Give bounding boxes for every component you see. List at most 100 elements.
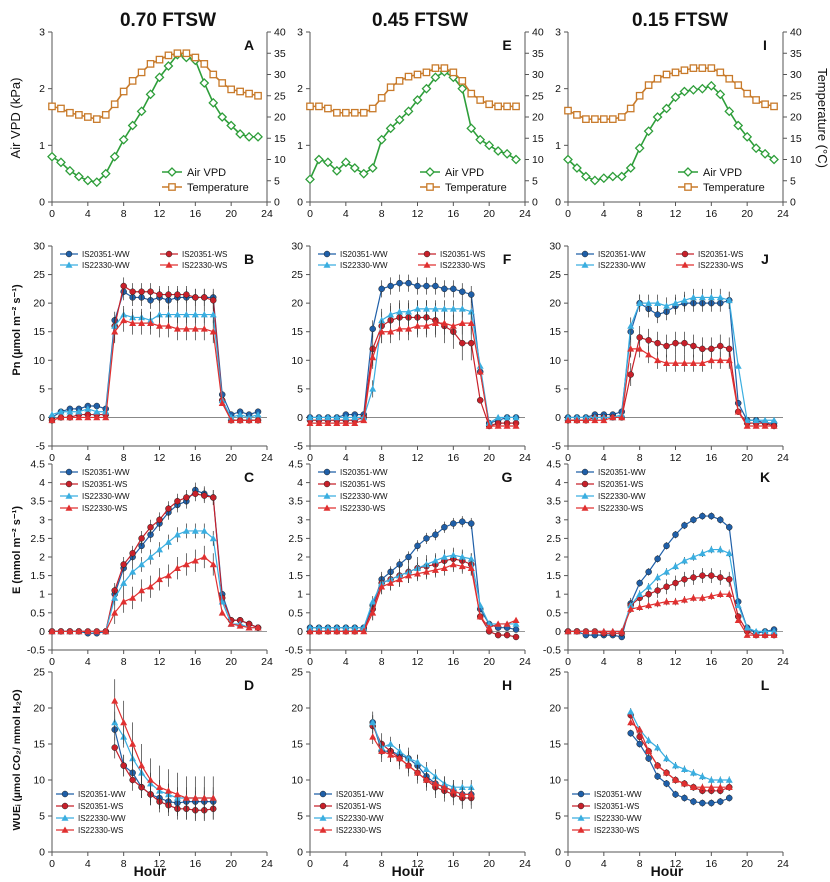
point-is22330-ww — [770, 416, 778, 424]
column-title-2: 0.45 FTSW — [372, 10, 468, 31]
point-is22330-ww — [369, 385, 377, 392]
legend-marker — [319, 826, 327, 833]
point-is20351-ww — [441, 523, 448, 531]
point-is20351-ws — [690, 574, 697, 581]
point-is22330-ws — [218, 399, 226, 406]
point-temperature — [599, 115, 608, 123]
point-is20351-ws — [210, 494, 217, 501]
point-is20351-ws — [645, 590, 652, 598]
y-tick-label: -5 — [552, 441, 561, 453]
point-is22330-ws — [378, 747, 386, 754]
legend-marker — [61, 814, 69, 821]
point-is20351-ws — [165, 291, 172, 298]
point-is22330-ws — [209, 794, 217, 801]
point-temperature — [725, 74, 734, 83]
y-tick-label: 15 — [291, 326, 303, 338]
series-line-air-vpd — [309, 70, 517, 180]
point-temperature — [146, 60, 155, 68]
series-line-is20351-ww — [51, 290, 259, 418]
x-tick-label: 12 — [670, 858, 682, 870]
point-is22330-ww — [636, 590, 644, 597]
point-is22330-ww — [164, 311, 172, 318]
series-line-is20351-ww — [372, 722, 472, 796]
point-is20351-ww — [654, 311, 661, 318]
y-tick-label: 0 — [555, 197, 561, 209]
y-tick-label: 4 — [555, 477, 561, 489]
point-is22330-ws — [512, 422, 520, 429]
point-is22330-ww — [396, 308, 404, 315]
point-is20351-ws — [138, 288, 145, 295]
point-air-vpd — [64, 165, 75, 176]
point-air-vpd — [430, 72, 441, 83]
legend-label: IS20351-WS — [78, 802, 123, 811]
y-tick-label: 0 — [297, 626, 303, 638]
point-temperature — [573, 111, 581, 119]
point-is22330-ww — [405, 754, 413, 762]
point-is22330-ws — [725, 590, 733, 597]
y-tick-label: 30 — [33, 241, 45, 253]
legend-marker — [577, 790, 585, 798]
legend-marker — [319, 802, 327, 810]
point-air-vpd — [349, 163, 360, 173]
legend-marker — [167, 167, 177, 177]
point-is22330-ws — [636, 345, 644, 352]
legend-label: IS22330-WW — [340, 261, 388, 270]
point-is22330-ws — [654, 600, 662, 607]
point-air-vpd — [244, 131, 255, 142]
point-air-vpd — [73, 171, 84, 182]
point-temperature — [582, 115, 590, 123]
point-is20351-ww — [726, 523, 733, 531]
point-temperature — [386, 83, 395, 92]
point-is22330-ws — [138, 319, 146, 326]
legend-marker — [684, 183, 692, 191]
point-is22330-ws — [254, 624, 262, 631]
point-is22330-ws — [351, 627, 359, 635]
point-is20351-ww — [645, 755, 652, 762]
point-air-vpd — [616, 171, 627, 182]
point-is22330-ws — [120, 316, 128, 324]
point-is22330-ww — [467, 555, 475, 562]
point-air-vpd — [376, 134, 387, 145]
point-is22330-ws — [182, 560, 190, 568]
y-tick-label: -0.5 — [27, 645, 45, 657]
y2-tick-label: 15 — [532, 133, 544, 145]
xlabel-hour-2: Hour — [392, 863, 425, 879]
point-air-vpd — [475, 134, 486, 145]
point-is22330-ws — [173, 790, 181, 798]
legend-marker — [319, 790, 327, 798]
x-tick-label: 0 — [49, 452, 55, 464]
point-is22330-ww — [689, 293, 697, 301]
y-tick-label: 20 — [33, 298, 45, 310]
legend-label: Air VPD — [445, 167, 484, 179]
point-is20351-ws — [129, 288, 136, 295]
point-is20351-ws — [699, 345, 706, 353]
y2-tick-label: 15 — [790, 133, 802, 145]
point-temperature — [617, 113, 626, 121]
y-tick-label: 1 — [39, 589, 45, 601]
point-is20351-ws — [717, 342, 724, 350]
point-is22330-ws — [351, 419, 359, 426]
point-is20351-ws — [111, 744, 118, 751]
point-is22330-ws — [378, 328, 386, 335]
y-tick-label: 10 — [291, 775, 303, 787]
point-is20351-ws — [636, 334, 643, 341]
x-tick-label: 16 — [189, 208, 201, 220]
point-air-vpd — [331, 165, 342, 176]
point-is22330-ww — [672, 299, 679, 306]
point-is20351-ws — [645, 337, 652, 344]
y-tick-label: 20 — [291, 298, 303, 310]
y-tick-label: 10 — [33, 355, 45, 367]
legend-marker — [61, 790, 69, 798]
point-is20351-ws — [201, 294, 208, 301]
y-tick-label: 0.5 — [30, 607, 45, 619]
x-tick-label: 20 — [741, 452, 753, 464]
y-tick-label: 25 — [549, 667, 561, 679]
point-is22330-ww — [431, 772, 439, 780]
panel-letter: B — [244, 251, 254, 267]
point-is22330-ws — [503, 620, 511, 627]
point-air-vpd — [82, 175, 93, 186]
point-temperature — [626, 104, 635, 113]
point-air-vpd — [742, 131, 753, 142]
x-tick-label: 12 — [154, 858, 166, 870]
point-is22330-ws — [218, 609, 226, 616]
